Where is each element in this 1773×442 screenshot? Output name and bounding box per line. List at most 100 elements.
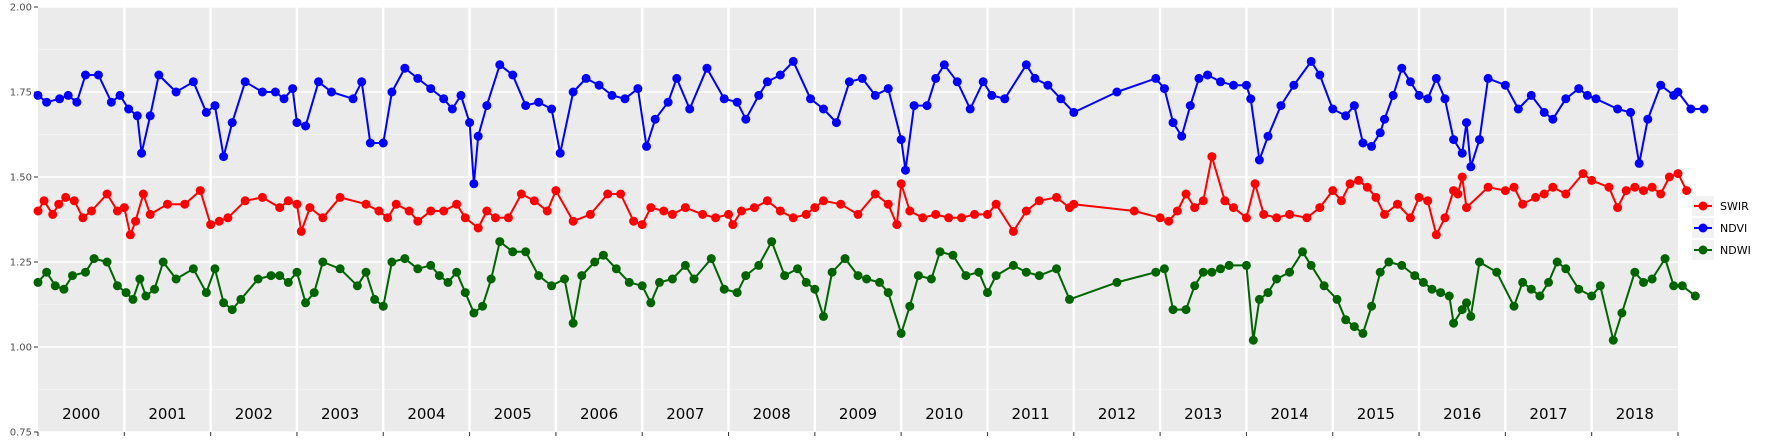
data-point [1203, 70, 1213, 80]
data-point [857, 73, 867, 83]
data-point [1466, 311, 1476, 321]
data-point [1539, 189, 1549, 199]
data-point [1375, 128, 1385, 138]
data-point [80, 267, 90, 277]
year-label: 2014 [1270, 405, 1308, 423]
data-point [1673, 87, 1683, 97]
data-point [1246, 94, 1256, 104]
data-point [1375, 267, 1385, 277]
data-point [482, 206, 492, 216]
data-point [1634, 158, 1644, 168]
data-point [1405, 213, 1415, 223]
data-point [1526, 284, 1536, 294]
data-point [283, 277, 293, 287]
data-point [1064, 294, 1074, 304]
data-point [1664, 172, 1674, 182]
data-point [279, 94, 289, 104]
data-point [870, 90, 880, 100]
data-point [1021, 60, 1031, 70]
data-point [171, 274, 181, 284]
year-label: 2013 [1184, 405, 1222, 423]
data-point [1561, 94, 1571, 104]
data-point [646, 203, 656, 213]
data-point [978, 77, 988, 87]
data-point [957, 213, 967, 223]
data-point [266, 271, 276, 281]
data-point [1216, 77, 1226, 87]
data-point [490, 213, 500, 223]
data-point [896, 179, 906, 189]
data-point [365, 138, 375, 148]
data-point [227, 118, 237, 128]
data-point [348, 94, 358, 104]
data-point [80, 70, 90, 80]
data-point [1241, 80, 1251, 90]
data-point [1254, 294, 1264, 304]
data-point [1526, 90, 1536, 100]
data-point [1686, 104, 1696, 114]
year-label: 2005 [494, 405, 532, 423]
data-point [883, 199, 893, 209]
data-point [210, 264, 220, 274]
data-point [1341, 315, 1351, 325]
data-point [1164, 216, 1174, 226]
data-point [875, 277, 885, 287]
data-point [145, 111, 155, 121]
data-point [831, 118, 841, 128]
data-point [728, 220, 738, 230]
data-point [883, 84, 893, 94]
legend-item: NDWI [1692, 240, 1751, 260]
data-point [1388, 90, 1398, 100]
data-point [1483, 73, 1493, 83]
x-axis [37, 432, 1679, 436]
data-point [370, 294, 380, 304]
data-point [594, 80, 604, 90]
data-point [201, 107, 211, 117]
data-point [1414, 90, 1424, 100]
data-point [1457, 305, 1467, 315]
data-point [434, 271, 444, 281]
data-point [736, 206, 746, 216]
data-point [93, 70, 103, 80]
data-point [469, 179, 479, 189]
data-point [810, 203, 820, 213]
data-point [1008, 226, 1018, 236]
data-point [1272, 213, 1282, 223]
data-point [1531, 192, 1541, 202]
data-point [1289, 80, 1299, 90]
data-point [896, 328, 906, 338]
data-point [1595, 281, 1605, 291]
data-point [1449, 318, 1459, 328]
data-point [607, 90, 617, 100]
data-point [162, 199, 172, 209]
data-point [180, 199, 190, 209]
data-point [1254, 155, 1264, 165]
data-point [1151, 267, 1161, 277]
data-point [1328, 186, 1338, 196]
data-point [926, 274, 936, 284]
data-point [447, 104, 457, 114]
data-point [33, 90, 43, 100]
data-point [1509, 182, 1519, 192]
data-point [1248, 335, 1258, 345]
data-point [931, 209, 941, 219]
data-point [361, 199, 371, 209]
data-point [335, 192, 345, 202]
data-point [1008, 260, 1018, 270]
data-point [974, 267, 984, 277]
data-point [1354, 175, 1364, 185]
data-point [870, 189, 880, 199]
data-point [633, 84, 643, 94]
data-point [1349, 322, 1359, 332]
data-point [555, 148, 565, 158]
data-point [1220, 196, 1230, 206]
data-point [1466, 162, 1476, 172]
data-point [719, 284, 729, 294]
data-point [1518, 199, 1528, 209]
data-point [788, 56, 798, 66]
data-point [1647, 182, 1657, 192]
data-point [270, 87, 280, 97]
data-point [1298, 247, 1308, 257]
data-point [862, 274, 872, 284]
